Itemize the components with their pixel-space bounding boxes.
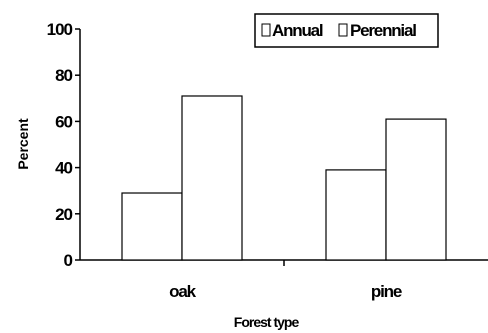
y-axis-title: Percent — [15, 118, 31, 170]
bar-perennial-oak — [181, 95, 243, 261]
y-tick-label: 60 — [55, 112, 72, 131]
legend-frame — [254, 13, 439, 48]
bar-perennial-pine — [385, 118, 447, 261]
legend-label-annual: Annual — [272, 21, 323, 40]
x-tick-label-pine: pine — [371, 282, 402, 301]
y-tick-label: 40 — [55, 159, 72, 178]
y-tick-label: 80 — [55, 66, 72, 85]
x-tick-label-oak: oak — [169, 282, 196, 301]
y-tick-label: 0 — [64, 251, 73, 270]
legend-swatch-perennial — [338, 23, 348, 37]
plot-area: 0 20 40 60 80 100 oak pine — [47, 20, 488, 301]
bar-annual-pine — [325, 169, 387, 261]
legend-swatch-annual — [261, 23, 271, 37]
legend: Annual Perennial — [254, 13, 439, 48]
y-tick-label: 20 — [55, 205, 72, 224]
legend-label-perennial: Perennial — [350, 21, 416, 40]
x-axis-title: Forest type — [234, 314, 300, 330]
bar-annual-oak — [121, 192, 183, 261]
y-tick-label: 100 — [47, 20, 73, 39]
